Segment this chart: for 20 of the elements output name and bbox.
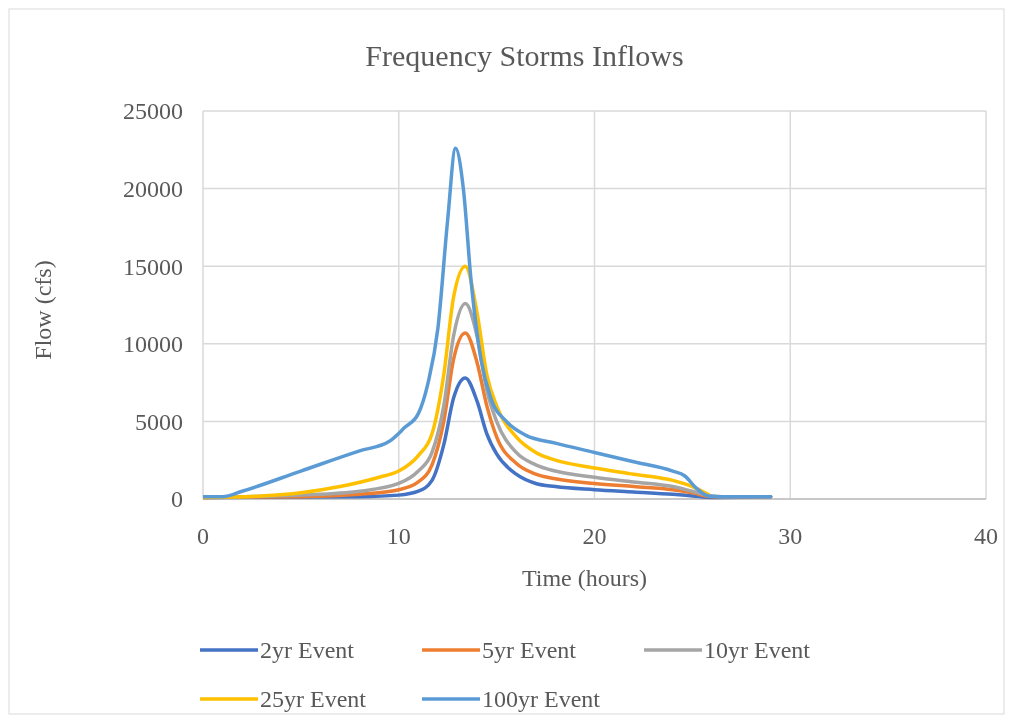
x-tick-label: 0 xyxy=(197,523,209,549)
y-tick-label: 25000 xyxy=(123,98,183,125)
y-tick-label: 10000 xyxy=(123,331,183,358)
x-tick-label: 30 xyxy=(778,523,803,549)
y-tick-label: 20000 xyxy=(123,176,183,202)
legend-label: 25yr Event xyxy=(260,686,367,713)
legend-label: 5yr Event xyxy=(482,637,577,664)
x-tick-label: 10 xyxy=(386,523,411,549)
x-axis-title: Time (hours) xyxy=(521,565,648,591)
legend-label: 2yr Event xyxy=(260,637,355,664)
y-axis-title: Flow (cfs) xyxy=(30,260,56,360)
y-tick-label: 5000 xyxy=(135,408,183,435)
y-tick-label: 0 xyxy=(171,486,183,513)
chart-title: Frequency Storms Inflows xyxy=(365,39,684,72)
x-tick-label: 20 xyxy=(582,523,607,549)
x-tick-label: 40 xyxy=(974,523,998,549)
y-tick-label: 15000 xyxy=(123,253,183,280)
legend-label: 10yr Event xyxy=(704,637,811,664)
legend-label: 100yr Event xyxy=(482,686,601,713)
line-series xyxy=(203,146,773,499)
